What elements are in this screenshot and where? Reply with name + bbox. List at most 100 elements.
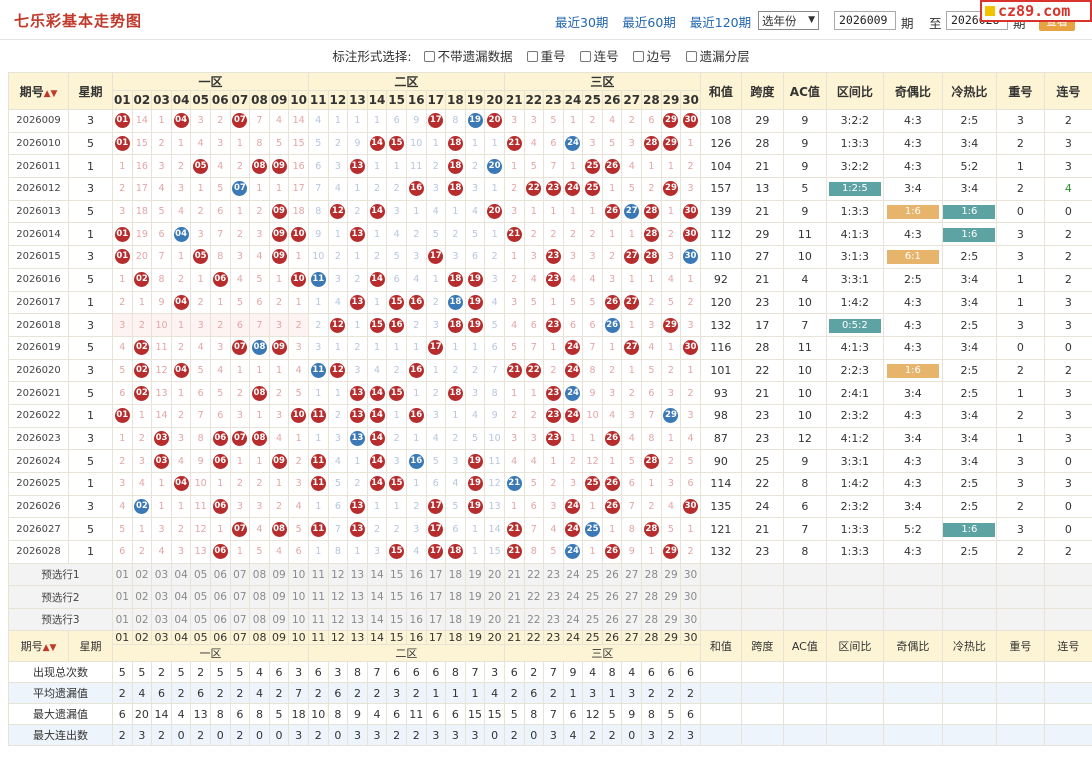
checkbox-icon[interactable]	[632, 51, 644, 62]
preselect-number[interactable]: 10	[288, 562, 309, 587]
preselect-number[interactable]: 19	[464, 562, 486, 587]
preselect-number[interactable]: 02	[131, 562, 153, 587]
period-from-input[interactable]: 2026009	[834, 11, 896, 30]
preselect-number[interactable]: 05	[190, 607, 211, 632]
preselect-number[interactable]: 24	[562, 562, 584, 587]
option-repeat[interactable]: 重号	[526, 49, 566, 64]
preselect-number[interactable]: 09	[268, 585, 290, 609]
preselect-number[interactable]: 22	[523, 562, 545, 587]
preselect-number[interactable]: 12	[327, 562, 349, 587]
preselect-number[interactable]: 12	[327, 585, 349, 609]
preselect-row[interactable]: 预选行1 01 02 03 04 05 06 07 08 09 10 11 12 13 14 15 16 17 18…	[8, 562, 1092, 587]
preselect-number[interactable]: 18	[445, 562, 466, 587]
option-edge[interactable]: 边号	[632, 49, 672, 64]
preselect-number[interactable]: 27	[621, 607, 643, 632]
preselect-number[interactable]: 01	[112, 562, 133, 587]
preselect-number[interactable]: 15	[386, 562, 407, 587]
preselect-number[interactable]: 24	[562, 607, 584, 632]
preselect-number[interactable]: 20	[484, 562, 505, 587]
preselect-number[interactable]: 23	[543, 607, 564, 632]
preselect-row[interactable]: 预选行3 01 02 03 04 05 06 07 08 09 10 11 12 13 14 15 16 17 18…	[8, 607, 1092, 632]
preselect-number[interactable]: 30	[680, 607, 701, 632]
preselect-number[interactable]: 21	[503, 607, 525, 632]
preselect-number[interactable]: 05	[190, 585, 211, 609]
preselect-number[interactable]: 04	[170, 585, 192, 609]
preselect-number[interactable]: 25	[582, 585, 603, 609]
preselect-number[interactable]: 03	[151, 585, 172, 609]
checkbox-icon[interactable]	[579, 51, 591, 62]
preselect-number[interactable]: 11	[307, 562, 329, 587]
preselect-number[interactable]: 09	[268, 607, 290, 632]
preselect-number[interactable]: 08	[249, 585, 270, 609]
preselect-number[interactable]: 29	[660, 607, 682, 632]
preselect-number[interactable]: 13	[347, 607, 368, 632]
option-consecutive[interactable]: 连号	[579, 49, 619, 64]
preselect-number[interactable]: 14	[366, 562, 388, 587]
year-select[interactable]: 选年份 ▼	[758, 11, 819, 30]
preselect-number[interactable]: 02	[131, 585, 153, 609]
preselect-number[interactable]: 19	[464, 607, 486, 632]
preselect-number[interactable]: 30	[680, 562, 701, 587]
preselect-number[interactable]: 23	[543, 562, 564, 587]
preselect-number[interactable]: 29	[660, 585, 682, 609]
preselect-number[interactable]: 26	[601, 585, 623, 609]
checkbox-icon[interactable]	[685, 51, 697, 62]
preselect-number[interactable]: 28	[641, 562, 662, 587]
preselect-number[interactable]: 26	[601, 607, 623, 632]
preselect-number[interactable]: 17	[425, 607, 447, 632]
preselect-number[interactable]: 11	[307, 585, 329, 609]
preselect-number[interactable]: 22	[523, 585, 545, 609]
preselect-number[interactable]: 22	[523, 607, 545, 632]
preselect-number[interactable]: 13	[347, 562, 368, 587]
preselect-number[interactable]: 07	[229, 607, 251, 632]
preselect-number[interactable]: 21	[503, 562, 525, 587]
preselect-number[interactable]: 10	[288, 607, 309, 632]
preselect-number[interactable]: 29	[660, 562, 682, 587]
preselect-number[interactable]: 16	[405, 562, 427, 587]
preselect-number[interactable]: 24	[562, 585, 584, 609]
preselect-number[interactable]: 06	[209, 585, 231, 609]
preselect-number[interactable]: 15	[386, 585, 407, 609]
preselect-number[interactable]: 30	[680, 585, 701, 609]
preselect-number[interactable]: 04	[170, 607, 192, 632]
sort-icon[interactable]: ▲▼	[43, 88, 58, 99]
preselect-number[interactable]: 16	[405, 585, 427, 609]
preselect-number[interactable]: 13	[347, 585, 368, 609]
preselect-number[interactable]: 01	[112, 585, 133, 609]
preselect-row[interactable]: 预选行2 01 02 03 04 05 06 07 08 09 10 11 12 13 14 15 16 17 18…	[8, 585, 1092, 609]
sort-icon[interactable]: ▲▼	[42, 643, 57, 654]
preselect-number[interactable]: 01	[112, 607, 133, 632]
preselect-number[interactable]: 14	[366, 607, 388, 632]
preselect-number[interactable]: 28	[641, 607, 662, 632]
preselect-number[interactable]: 05	[190, 562, 211, 587]
preselect-number[interactable]: 03	[151, 607, 172, 632]
preselect-number[interactable]: 18	[445, 607, 466, 632]
preselect-number[interactable]: 23	[543, 585, 564, 609]
nav-last-120[interactable]: 最近120期	[689, 15, 752, 30]
preselect-number[interactable]: 10	[288, 585, 309, 609]
preselect-number[interactable]: 15	[386, 607, 407, 632]
preselect-number[interactable]: 06	[209, 607, 231, 632]
preselect-number[interactable]: 04	[170, 562, 192, 587]
preselect-number[interactable]: 08	[249, 562, 270, 587]
preselect-number[interactable]: 14	[366, 585, 388, 609]
nav-last-60[interactable]: 最近60期	[622, 15, 676, 30]
nav-last-30[interactable]: 最近30期	[555, 15, 609, 30]
preselect-number[interactable]: 19	[464, 585, 486, 609]
preselect-number[interactable]: 20	[484, 585, 505, 609]
preselect-number[interactable]: 26	[601, 562, 623, 587]
footer-header-period[interactable]: 期号▲▼	[8, 630, 69, 663]
option-no-miss[interactable]: 不带遗漏数据	[423, 49, 513, 64]
preselect-number[interactable]: 09	[268, 562, 290, 587]
preselect-number[interactable]: 18	[445, 585, 466, 609]
checkbox-icon[interactable]	[526, 51, 538, 62]
preselect-number[interactable]: 08	[249, 607, 270, 632]
preselect-number[interactable]: 17	[425, 585, 447, 609]
preselect-number[interactable]: 06	[209, 562, 231, 587]
preselect-number[interactable]: 21	[503, 585, 525, 609]
preselect-number[interactable]: 02	[131, 607, 153, 632]
preselect-number[interactable]: 17	[425, 562, 447, 587]
preselect-number[interactable]: 27	[621, 562, 643, 587]
preselect-number[interactable]: 27	[621, 585, 643, 609]
preselect-number[interactable]: 11	[307, 607, 329, 632]
